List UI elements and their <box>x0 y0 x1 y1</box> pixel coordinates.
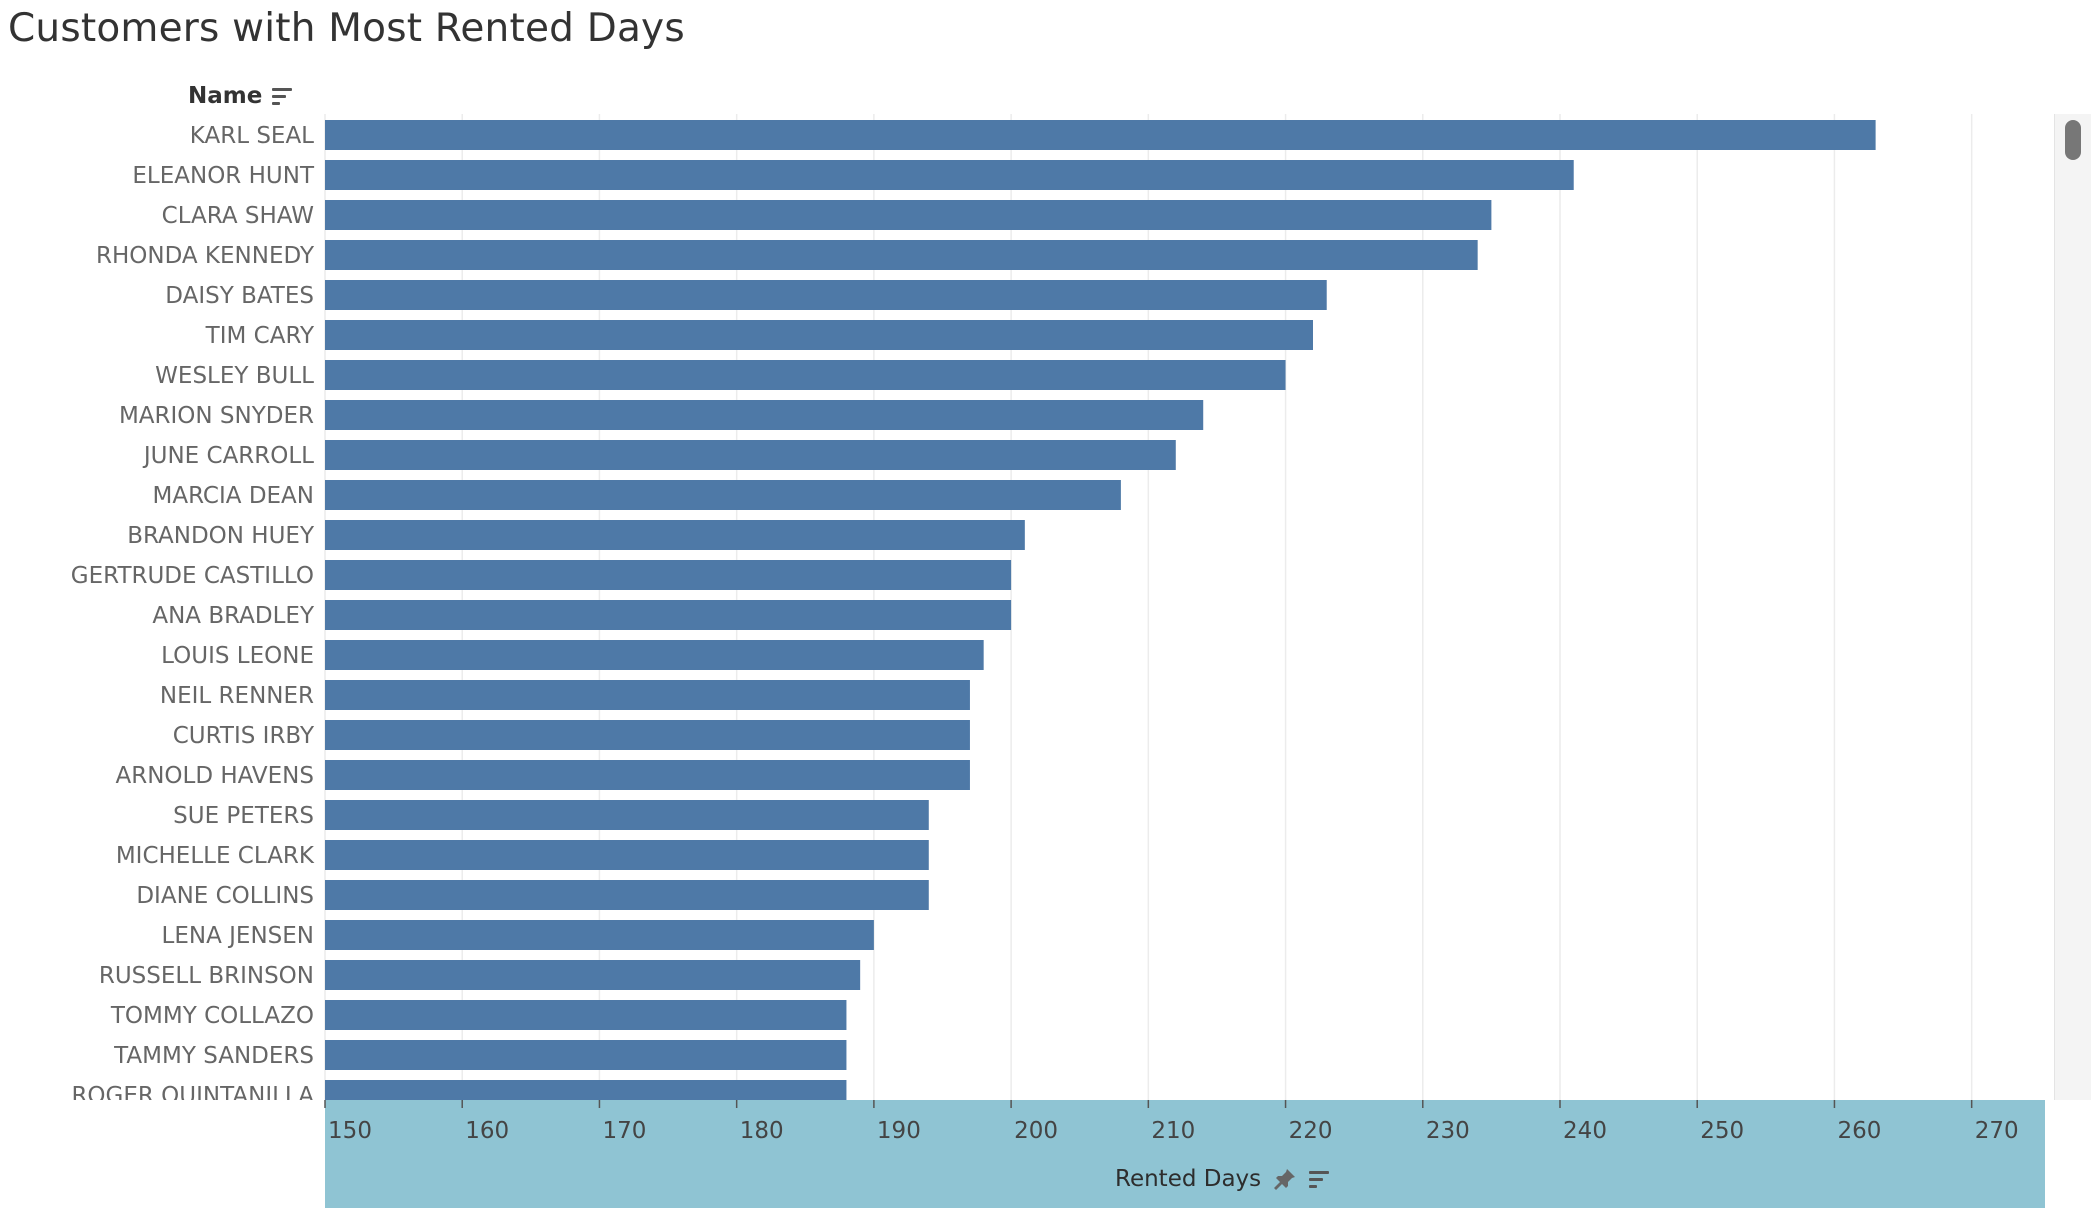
name-header-label: Name <box>188 83 263 109</box>
bars <box>325 120 1876 1110</box>
category-label[interactable]: ROGER QUINTANILLA <box>71 1083 314 1109</box>
bar[interactable] <box>325 680 970 710</box>
bar[interactable] <box>325 320 1313 350</box>
bar[interactable] <box>325 1040 847 1070</box>
category-labels: KARL SEAL ELEANOR HUNT CLARA SHAW RHONDA KE… <box>71 123 315 1109</box>
scrollbar-thumb[interactable] <box>2065 120 2081 160</box>
category-label[interactable]: NEIL RENNER <box>160 683 314 709</box>
bar[interactable] <box>325 600 1012 630</box>
category-label[interactable]: LOUIS LEONE <box>161 643 314 669</box>
category-label[interactable]: TOMMY COLLAZO <box>110 1003 314 1029</box>
category-label[interactable]: DAISY BATES <box>165 283 314 309</box>
x-axis-title[interactable]: Rented Days <box>1115 1166 1331 1192</box>
bar[interactable] <box>325 360 1286 390</box>
bar[interactable] <box>325 840 929 870</box>
category-label[interactable]: ANA BRADLEY <box>152 603 315 629</box>
bar[interactable] <box>325 920 874 950</box>
category-label[interactable]: GERTRUDE CASTILLO <box>71 563 314 589</box>
category-label[interactable]: BRANDON HUEY <box>127 523 315 549</box>
bar[interactable] <box>325 1000 847 1030</box>
bar[interactable] <box>325 280 1327 310</box>
category-label[interactable]: MICHELLE CLARK <box>116 843 315 869</box>
category-label[interactable]: DIANE COLLINS <box>136 883 314 909</box>
category-label[interactable]: CLARA SHAW <box>162 203 314 229</box>
bar[interactable] <box>325 880 929 910</box>
bar[interactable] <box>325 200 1492 230</box>
bar[interactable] <box>325 800 929 830</box>
category-label[interactable]: ARNOLD HAVENS <box>116 763 315 789</box>
category-label[interactable]: RHONDA KENNEDY <box>96 243 315 269</box>
bar[interactable] <box>325 960 861 990</box>
category-label[interactable]: MARCIA DEAN <box>153 483 314 509</box>
bar[interactable] <box>325 160 1574 190</box>
bar[interactable] <box>325 760 970 790</box>
bar[interactable] <box>325 240 1478 270</box>
bar[interactable] <box>325 720 970 750</box>
sort-descending-icon[interactable] <box>272 86 294 106</box>
x-axis-label: Rented Days <box>1115 1166 1262 1192</box>
name-column-header[interactable]: Name <box>188 83 294 109</box>
pin-icon[interactable] <box>1273 1167 1297 1191</box>
bar[interactable] <box>325 120 1876 150</box>
category-label[interactable]: MARION SNYDER <box>119 403 314 429</box>
x-axis-band[interactable] <box>325 1100 2045 1208</box>
bar[interactable] <box>325 520 1025 550</box>
bar[interactable] <box>325 1080 847 1110</box>
bar[interactable] <box>325 400 1204 430</box>
category-label[interactable]: SUE PETERS <box>173 803 314 829</box>
category-label[interactable]: RUSSELL BRINSON <box>99 963 314 989</box>
category-label[interactable]: TAMMY SANDERS <box>113 1043 314 1069</box>
vertical-scrollbar[interactable] <box>2054 114 2091 1100</box>
bar[interactable] <box>325 440 1176 470</box>
category-label[interactable]: ELEANOR HUNT <box>132 163 315 189</box>
bar[interactable] <box>325 480 1121 510</box>
bar[interactable] <box>325 640 984 670</box>
category-label[interactable]: KARL SEAL <box>190 123 314 149</box>
category-label[interactable]: CURTIS IRBY <box>173 723 315 749</box>
chart-title: Customers with Most Rented Days <box>8 6 685 51</box>
bar[interactable] <box>325 560 1012 590</box>
sort-descending-icon[interactable] <box>1309 1169 1331 1189</box>
category-label[interactable]: JUNE CARROLL <box>142 443 314 469</box>
category-label[interactable]: WESLEY BULL <box>155 363 314 389</box>
category-label[interactable]: TIM CARY <box>205 323 315 349</box>
category-label[interactable]: LENA JENSEN <box>162 923 314 949</box>
